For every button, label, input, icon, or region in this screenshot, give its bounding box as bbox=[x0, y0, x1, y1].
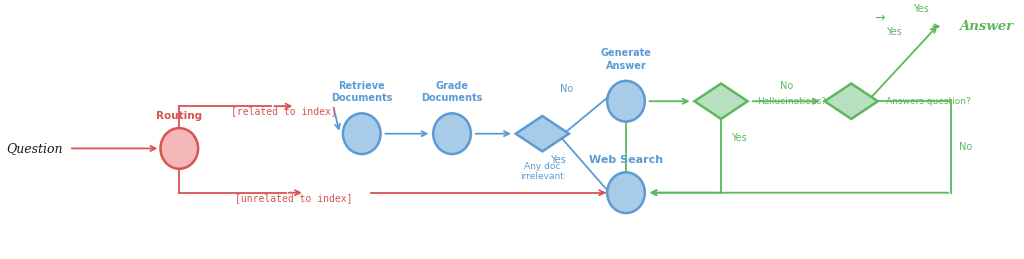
Ellipse shape bbox=[607, 81, 645, 121]
Text: Answer: Answer bbox=[958, 20, 1013, 33]
Text: [unrelated to index]: [unrelated to index] bbox=[234, 193, 352, 203]
Text: Question: Question bbox=[6, 142, 62, 155]
Polygon shape bbox=[694, 84, 748, 119]
Text: [related to index]: [related to index] bbox=[231, 106, 337, 116]
Ellipse shape bbox=[161, 128, 198, 169]
Polygon shape bbox=[824, 84, 878, 119]
Text: Routing: Routing bbox=[157, 111, 203, 120]
Text: Answers question?: Answers question? bbox=[886, 97, 971, 106]
Polygon shape bbox=[516, 116, 569, 152]
Text: Grade
Documents: Grade Documents bbox=[421, 81, 482, 103]
Text: Yes: Yes bbox=[550, 155, 566, 165]
Text: Yes: Yes bbox=[886, 27, 902, 37]
Text: Generate
Answer: Generate Answer bbox=[600, 48, 651, 71]
Text: Yes: Yes bbox=[731, 133, 746, 143]
Text: Retrieve
Documents: Retrieve Documents bbox=[331, 81, 392, 103]
Ellipse shape bbox=[343, 113, 381, 154]
Text: No: No bbox=[958, 142, 972, 152]
Text: No: No bbox=[560, 84, 573, 95]
Text: No: No bbox=[779, 81, 793, 91]
Text: Web Search: Web Search bbox=[589, 155, 664, 165]
Text: →: → bbox=[874, 12, 885, 25]
Text: Any doc
irrelevant: Any doc irrelevant bbox=[520, 162, 564, 181]
Text: Yes: Yes bbox=[912, 4, 929, 14]
Ellipse shape bbox=[607, 172, 645, 213]
Text: Hallucinations?: Hallucinations? bbox=[758, 97, 826, 106]
Ellipse shape bbox=[433, 113, 471, 154]
